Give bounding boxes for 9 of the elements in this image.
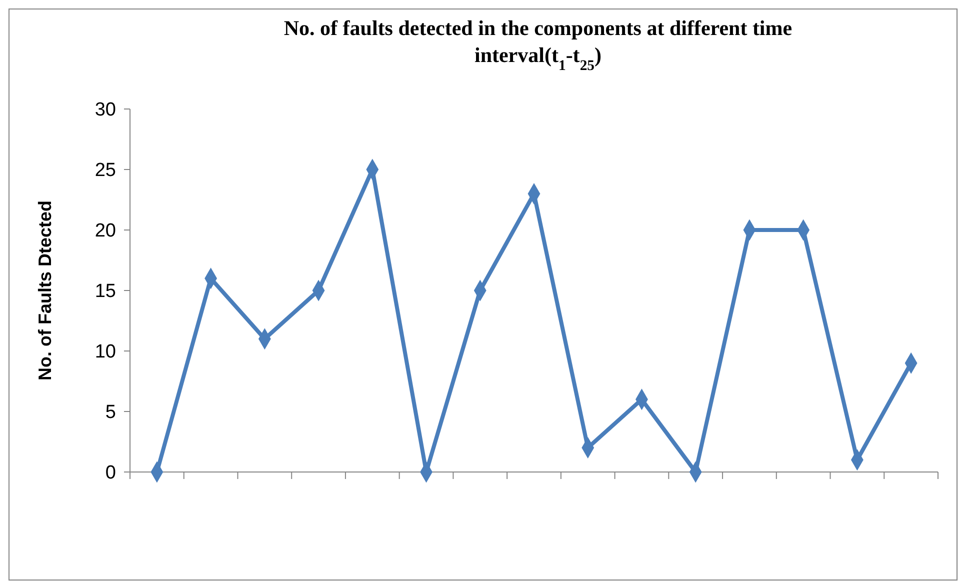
y-tick-label: 20 (94, 220, 116, 242)
y-tick-label: 0 (105, 462, 116, 484)
y-tick-label: 30 (94, 100, 116, 121)
y-tick-label: 25 (94, 160, 116, 182)
chart-title: No. of faults detected in the components at different time interval(t$_{1}$-t$_{25}$) (284, 16, 792, 74)
y-tick-label: 5 (105, 402, 116, 424)
y-tick-label: 15 (94, 281, 116, 302)
y-tick-label: 10 (94, 342, 116, 363)
y-axis-title: No. of Faults Dtected (35, 200, 55, 381)
